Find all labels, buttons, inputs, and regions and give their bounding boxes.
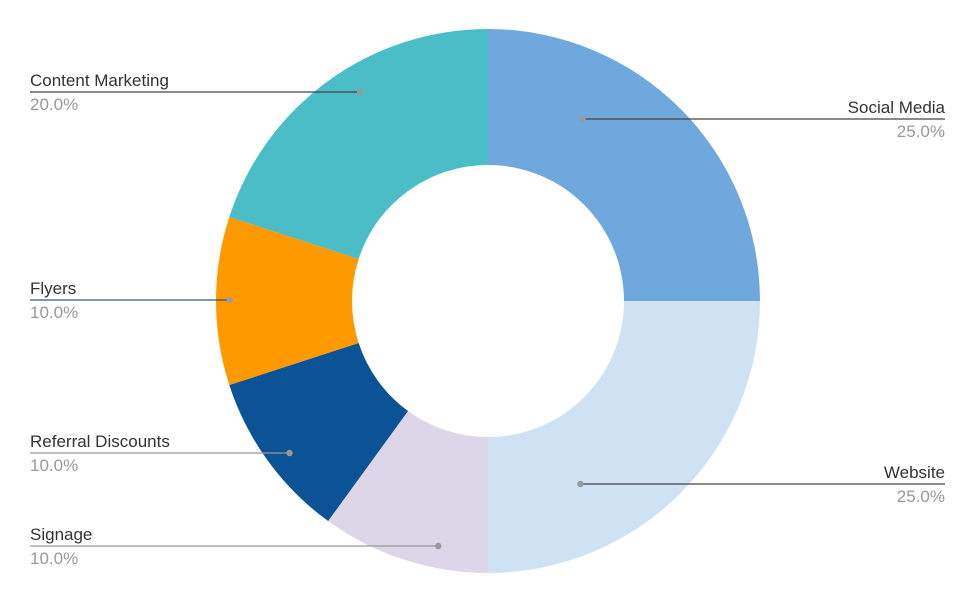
leader-dot-website xyxy=(577,480,584,488)
label-website: Website xyxy=(884,463,945,482)
slice-referral-discounts xyxy=(229,343,409,522)
label-social-media: Social Media xyxy=(848,98,946,117)
label-content-marketing: Content Marketing xyxy=(30,71,169,90)
leader-dot-referral-discounts xyxy=(286,449,293,457)
label-flyers: Flyers xyxy=(30,279,76,298)
leader-dot-content-marketing xyxy=(356,88,364,96)
leader-dot-social-media xyxy=(579,115,586,123)
percent-social-media: 25.0% xyxy=(897,122,945,141)
label-referral-discounts: Referral Discounts xyxy=(30,432,170,451)
slice-signage xyxy=(328,411,488,573)
leader-dot-signage xyxy=(435,542,442,550)
label-signage: Signage xyxy=(30,525,92,544)
percent-flyers: 10.0% xyxy=(30,303,78,322)
labels-group: Social Media 25.0% Website 25.0% Signage 10.0… xyxy=(30,71,946,568)
slices-group xyxy=(216,29,760,573)
slice-content-marketing xyxy=(229,29,488,259)
percent-signage: 10.0% xyxy=(30,549,78,568)
percent-referral-discounts: 10.0% xyxy=(30,456,78,475)
leader-dot-flyers xyxy=(226,296,234,304)
percent-website: 25.0% xyxy=(897,487,945,506)
percent-content-marketing: 20.0% xyxy=(30,95,78,114)
slice-social-media xyxy=(488,29,760,301)
slice-flyers xyxy=(216,216,359,386)
slice-website xyxy=(488,301,760,573)
